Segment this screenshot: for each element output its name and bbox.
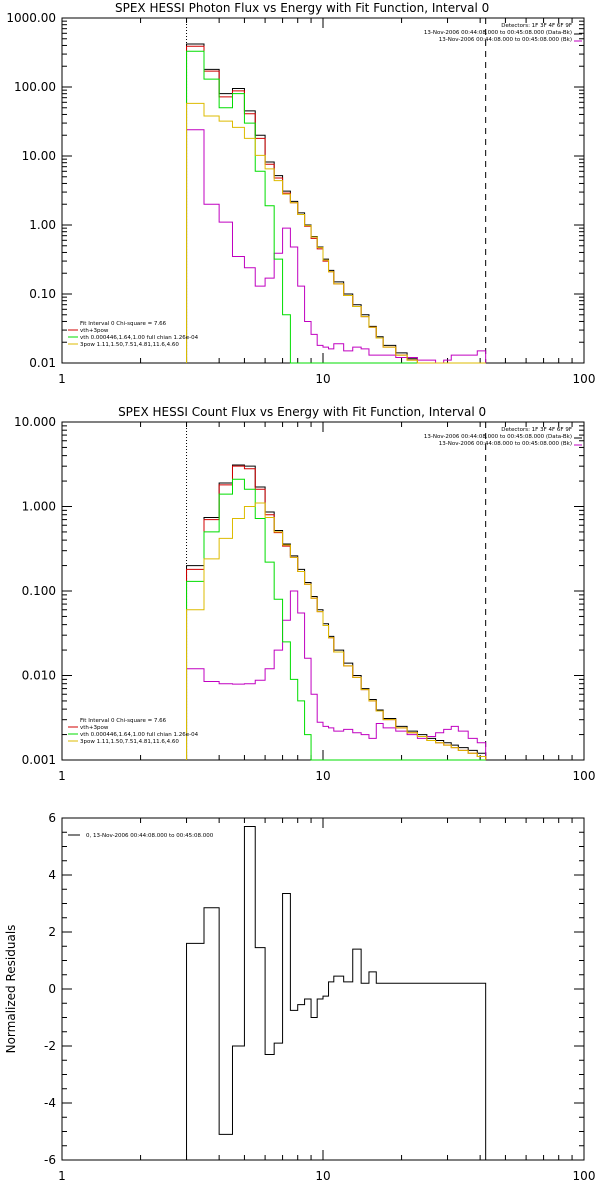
- series-line-0: [186, 826, 487, 1160]
- y-tick-label: 1.000: [22, 500, 56, 514]
- x-tick-label: 10: [315, 1169, 330, 1183]
- x-tick-label: 100: [573, 1169, 596, 1183]
- y-tick-label: 6: [48, 811, 56, 825]
- header-text: 13-Nov-2006 00:44:08.000 to 00:45:08.000…: [439, 441, 572, 447]
- panel-0: SPEX HESSI Photon Flux vs Energy with Fi…: [6, 1, 595, 386]
- legend-text: 3pow 1.11,1.50,7.51,4.81,11.6,4.60: [80, 342, 179, 348]
- y-tick-label: 10.000: [14, 415, 56, 429]
- y-tick-label: 1.00: [29, 218, 56, 232]
- x-tick-label: 100: [573, 769, 596, 783]
- panel-1: SPEX HESSI Count Flux vs Energy with Fit…: [14, 405, 595, 783]
- header-text: Detectors: 1F 3F 4F 6F 9F: [501, 23, 572, 29]
- header-text: Detectors: 1F 3F 4F 6F 9F: [501, 427, 572, 433]
- plot-frame: [61, 817, 585, 1161]
- x-tick-label: 100: [573, 372, 596, 386]
- series-line-3: [186, 50, 486, 364]
- y-tick-label: 2: [48, 925, 56, 939]
- legend-text: vth 0.000446,1.64,1.00 full chian 1.26e-…: [80, 335, 199, 341]
- series-line-2: [186, 465, 487, 760]
- plot-frame: [61, 17, 585, 364]
- header-text: 13-Nov-2006 00:44:08.000 to 00:45:08.000…: [424, 434, 572, 440]
- series-line-1: [186, 590, 487, 760]
- panel-2: 1 10 100 -6 -4 -2 0 2 4 6 Normalized Residuals 0, 1…: [4, 811, 595, 1183]
- legend-text: Fit Interval 0 Chi-square = 7.66: [80, 321, 167, 327]
- y-tick-label: 100.00: [14, 80, 56, 94]
- legend-text: Fit Interval 0 Chi-square = 7.66: [80, 718, 167, 724]
- header-text: 13-Nov-2006 00:44:08.000 to 00:45:08.000…: [424, 30, 572, 36]
- y-tick-label: -4: [44, 1096, 56, 1110]
- series-line-0: [186, 43, 486, 364]
- y-axis-label: Normalized Residuals: [4, 925, 18, 1054]
- x-tick-label: 1: [58, 372, 66, 386]
- y-tick-label: 1000.00: [6, 11, 56, 25]
- legend-text: vth+3pow: [80, 725, 109, 731]
- x-tick-label: 1: [58, 769, 66, 783]
- x-tick-label: 10: [315, 372, 330, 386]
- legend-text: vth 0.000446,1.64,1.00 full chian 1.26e-…: [80, 732, 199, 738]
- plot-frame: [61, 421, 585, 761]
- y-tick-label: 0: [48, 982, 56, 996]
- y-tick-label: -2: [44, 1039, 56, 1053]
- series-line-4: [186, 102, 486, 364]
- x-tick-label: 1: [58, 1169, 66, 1183]
- y-tick-label: 0.001: [22, 753, 56, 767]
- series-line-4: [186, 502, 487, 760]
- legend-text: vth+3pow: [80, 328, 109, 334]
- header-text: 13-Nov-2006 00:44:08.000 to 00:45:08.000…: [439, 37, 572, 43]
- y-tick-label: -6: [44, 1153, 56, 1167]
- y-tick-label: 4: [48, 868, 56, 882]
- legend-text: 3pow 1.11,1.50,7.51,4.81,11.6,4.60: [80, 739, 179, 745]
- series-line-0: [186, 464, 487, 760]
- series-line-1: [186, 129, 487, 364]
- y-tick-label: 10.00: [22, 149, 56, 163]
- x-tick-label: 10: [315, 769, 330, 783]
- series-line-3: [186, 478, 486, 761]
- y-tick-label: 0.01: [29, 356, 56, 370]
- chart-title: SPEX HESSI Count Flux vs Energy with Fit…: [118, 405, 486, 419]
- y-tick-label: 0.10: [29, 287, 56, 301]
- y-tick-label: 0.100: [22, 584, 56, 598]
- legend-text: 0, 13-Nov-2006 00:44:08.000 to 00:45:08.…: [86, 833, 214, 839]
- y-tick-label: 0.010: [22, 669, 56, 683]
- chart-title: SPEX HESSI Photon Flux vs Energy with Fi…: [115, 1, 489, 15]
